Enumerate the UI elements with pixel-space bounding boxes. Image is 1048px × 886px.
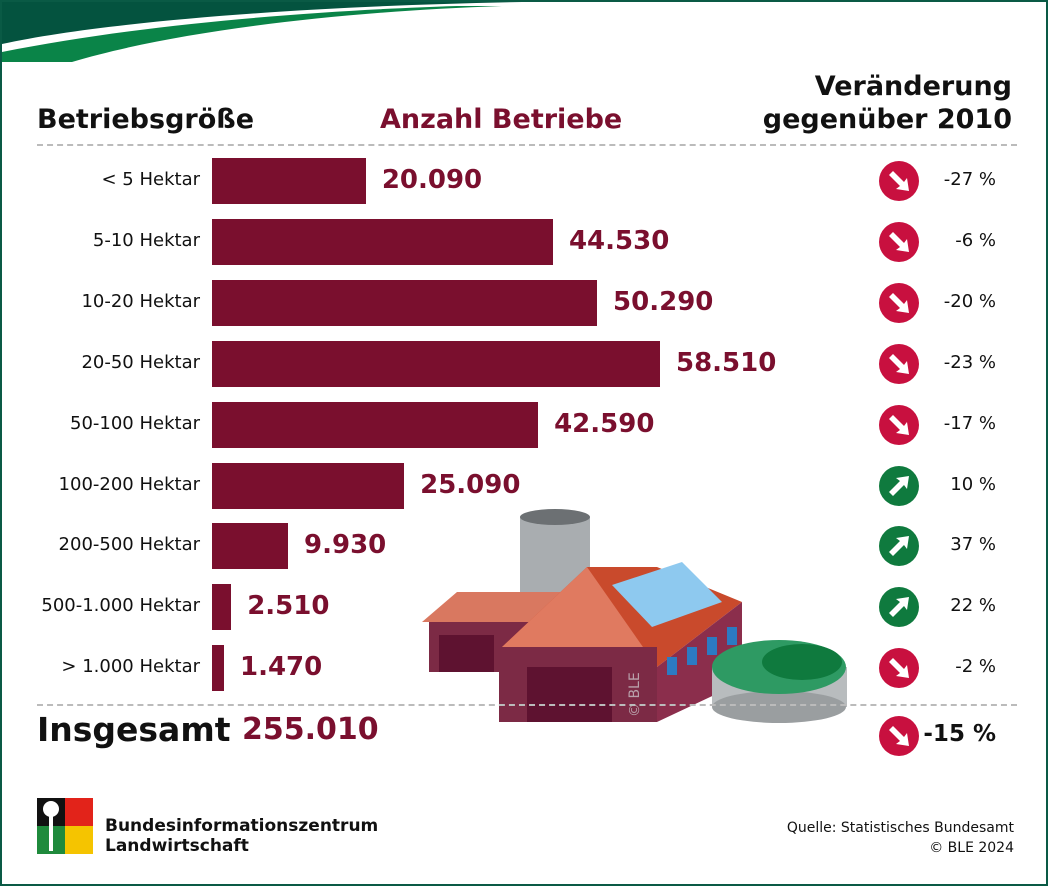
- source-note: Quelle: Statistisches Bundesamt © BLE 20…: [787, 818, 1014, 858]
- total-label: Insgesamt: [37, 710, 231, 749]
- change-label: -27 %: [943, 169, 996, 190]
- category-label: < 5 Hektar: [101, 169, 201, 190]
- trend-down-icon: [879, 282, 919, 323]
- value-label: 1.470: [240, 652, 323, 683]
- trend-down-icon: [879, 161, 919, 201]
- category-label: > 1.000 Hektar: [61, 656, 200, 678]
- bar: [212, 584, 232, 631]
- org-line2: Landwirtschaft: [105, 836, 249, 856]
- bar: [212, 401, 539, 448]
- total-value: 255.010: [242, 712, 379, 747]
- change-label: 22 %: [950, 595, 996, 617]
- change-header-line2: gegenüber 2010: [762, 104, 1012, 135]
- value-label: 25.090: [420, 469, 521, 500]
- category-label: 5-10 Hektar: [92, 229, 200, 251]
- bar: [212, 645, 224, 692]
- bar: [212, 158, 366, 204]
- copyright: © BLE 2024: [929, 840, 1014, 856]
- divider: [37, 704, 1017, 706]
- total-change: -15 %: [923, 721, 996, 747]
- source: Quelle: Statistisches Bundesamt: [786, 820, 1014, 836]
- value-label: 20.090: [381, 165, 483, 195]
- bar: [212, 462, 405, 509]
- value-label: 9.930: [304, 530, 387, 561]
- ble-logo-icon: [37, 798, 93, 854]
- trend-down-icon: [879, 343, 919, 384]
- trend-up-icon: [879, 526, 919, 567]
- total-trend-down-icon: [879, 716, 919, 756]
- bar: [212, 523, 289, 570]
- column-header-count: Anzahl Betriebe: [380, 104, 623, 135]
- trend-down-icon: [879, 404, 919, 445]
- change-label: -23 %: [943, 351, 996, 373]
- trend-down-icon: [879, 648, 919, 689]
- trend-down-icon: [879, 221, 919, 262]
- change-label: 10 %: [950, 473, 996, 495]
- trend-up-icon: [879, 587, 919, 628]
- bar: [212, 279, 598, 326]
- change-label: -6 %: [955, 229, 996, 251]
- value-label: 50.290: [613, 286, 714, 317]
- column-header-change: Veränderung gegenüber 2010: [763, 70, 1012, 136]
- value-label: 58.510: [676, 347, 777, 378]
- change-label: 37 %: [950, 534, 996, 556]
- bar: [212, 218, 553, 265]
- farm-illustration: © BLE: [422, 509, 847, 723]
- change-label: -20 %: [943, 290, 996, 312]
- category-label: 50-100 Hektar: [70, 412, 200, 434]
- watermark: © BLE: [627, 672, 643, 717]
- change-header-line1: Veränderung: [814, 71, 1012, 102]
- category-label: 500-1.000 Hektar: [41, 595, 200, 617]
- bar: [212, 340, 660, 387]
- value-label: 2.510: [247, 591, 330, 622]
- category-label: 20-50 Hektar: [81, 351, 200, 373]
- category-label: 100-200 Hektar: [58, 473, 200, 495]
- category-label: 10-20 Hektar: [81, 290, 200, 312]
- trend-up-icon: [879, 465, 919, 506]
- category-label: 200-500 Hektar: [58, 534, 200, 556]
- column-header-size: Betriebsgröße: [37, 104, 255, 135]
- header-swoosh: [2, 2, 522, 62]
- value-label: 42.590: [554, 408, 655, 439]
- value-label: 44.530: [568, 225, 670, 256]
- org-name: Bundesinformationszentrum Landwirtschaft: [105, 816, 378, 856]
- change-label: -2 %: [955, 656, 996, 678]
- divider: [37, 144, 1017, 146]
- change-label: -17 %: [943, 412, 996, 434]
- org-line1: Bundesinformationszentrum: [105, 816, 379, 836]
